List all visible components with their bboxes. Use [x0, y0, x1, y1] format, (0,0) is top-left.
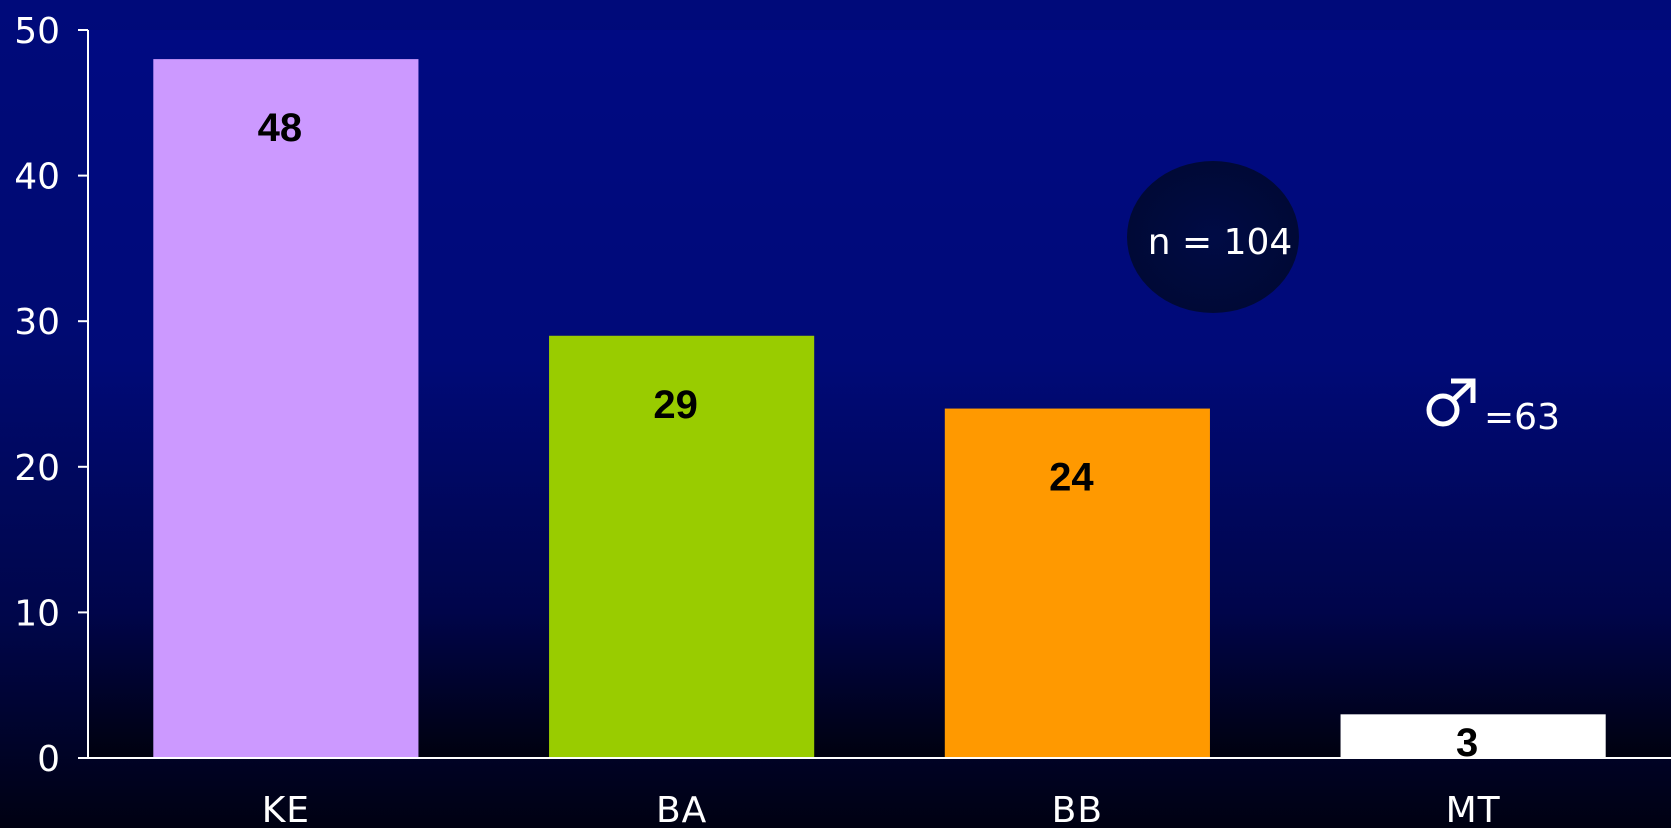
category-label-bb: BB	[1052, 790, 1103, 828]
sample-size-annotation: n = 104	[1127, 161, 1299, 313]
y-tick-label: 20	[14, 448, 60, 489]
sample-size-text: n = 104	[1148, 222, 1293, 263]
category-label-ke: KE	[262, 790, 310, 828]
data-label-ke: 48	[258, 106, 303, 150]
y-tick-label: 40	[14, 157, 60, 198]
male-count-annotation: =63	[1426, 378, 1560, 438]
data-label-bb: 24	[1049, 456, 1094, 500]
data-label-ba: 29	[653, 383, 698, 427]
male-count-text: =63	[1484, 397, 1560, 438]
sample-size-ellipse	[1127, 161, 1299, 313]
y-axis: 0 10 20 30 40 50	[14, 11, 88, 780]
bar-bb	[944, 408, 1210, 758]
y-tick-label: 10	[14, 593, 60, 634]
y-tick-label: 0	[37, 739, 60, 780]
category-labels: KE BA BB MT	[262, 790, 1501, 828]
data-labels: 48 29 24 3	[258, 106, 1479, 765]
data-label-mt: 3	[1456, 721, 1478, 765]
male-symbol-icon	[1426, 378, 1476, 427]
bars	[153, 59, 1606, 759]
y-tick-label: 50	[14, 11, 60, 52]
category-label-mt: MT	[1446, 790, 1501, 828]
bar-ba	[549, 335, 815, 758]
bar-ke	[153, 59, 419, 759]
category-label-ba: BA	[656, 790, 707, 828]
y-tick-label: 30	[14, 302, 60, 343]
bar-mt	[1340, 714, 1606, 758]
